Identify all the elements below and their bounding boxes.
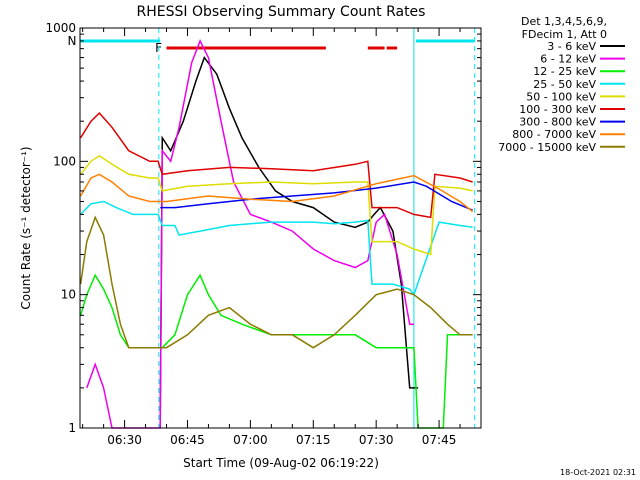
- legend-header-decimation: FDecim 1, Att 0: [522, 28, 607, 41]
- x-tick-label: 07:00: [233, 433, 268, 447]
- x-tick-label: 07:30: [359, 433, 394, 447]
- y-axis-label: Count Rate (s⁻¹ detector⁻¹): [19, 146, 33, 309]
- series-line: [79, 173, 474, 213]
- x-tick-label: 07:45: [422, 433, 457, 447]
- series-line: [86, 39, 414, 429]
- x-tick-label: 06:30: [107, 433, 142, 447]
- legend: Det 1,3,4,5,6,9, FDecim 1, Att 0 3 - 6 k…: [498, 15, 625, 154]
- legend-entry-label: 300 - 800 keV: [519, 116, 596, 129]
- series-line: [79, 273, 473, 429]
- legend-entry-label: 800 - 7000 keV: [512, 128, 596, 141]
- series-line: [79, 215, 473, 349]
- series-line: [80, 154, 473, 256]
- legend-entry-label: 50 - 100 keV: [526, 90, 596, 103]
- legend-entry-label: 3 - 6 keV: [547, 40, 596, 53]
- chart-title: RHESSI Observing Summary Count Rates: [137, 4, 426, 20]
- legend-header-detectors: Det 1,3,4,5,6,9,: [521, 15, 607, 28]
- x-axis-label: Start Time (09-Aug-02 06:19:22): [183, 456, 379, 470]
- night-day-markers: [158, 28, 476, 428]
- legend-entry-label: 7000 - 15000 keV: [498, 141, 596, 154]
- y-tick-label: 10: [61, 288, 76, 302]
- plot-frame: [79, 27, 482, 429]
- series-line: [160, 181, 473, 211]
- flag-label-N: N: [68, 34, 77, 48]
- legend-entry-label: 100 - 300 keV: [519, 103, 596, 116]
- series-line: [159, 56, 419, 429]
- y-tick-label: 1000: [45, 21, 76, 35]
- series-line: [80, 200, 473, 297]
- x-tick-label: 06:45: [170, 433, 205, 447]
- legend-entry-label: 6 - 12 keV: [540, 53, 596, 66]
- series-line: [79, 112, 473, 219]
- axes: 1 10 100 1000 06:30 06:45 07:00 07:15 07:30 07:45: [45, 21, 481, 447]
- generation-timestamp: 18-Oct-2021 02:31: [560, 468, 636, 477]
- x-tick-label: 07:15: [296, 433, 331, 447]
- legend-entry-label: 25 - 50 keV: [533, 78, 596, 91]
- y-tick-label: 1: [68, 421, 76, 435]
- legend-entry-label: 12 - 25 keV: [533, 65, 596, 78]
- y-tick-label: 100: [53, 154, 76, 168]
